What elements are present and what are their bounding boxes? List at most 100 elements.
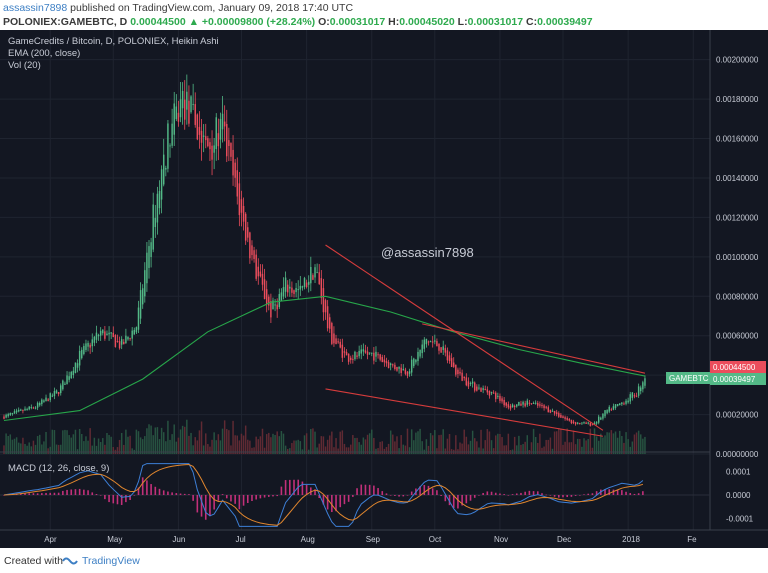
candle-body [503, 399, 505, 406]
candle-body [534, 402, 537, 404]
tradingview-link[interactable]: TradingView [82, 555, 140, 567]
volume-bar [228, 430, 230, 454]
macd-histogram-bar [621, 490, 623, 495]
volume-bar [49, 446, 51, 454]
macd-histogram-bar [217, 495, 220, 501]
volume-bar [268, 432, 270, 454]
macd-histogram-bar [608, 489, 611, 495]
volume-bar [421, 441, 423, 454]
candle-body [619, 403, 621, 406]
volume-bar [473, 438, 476, 454]
candle-body [51, 395, 54, 397]
candle-body [322, 288, 325, 313]
time-axis[interactable]: Apr May Jun Jul Aug Sep Oct Nov Dec 2018 Fe [0, 529, 768, 544]
candle-body [465, 377, 468, 386]
price-change: ▲ +0.00009800 (+28.24%) [188, 16, 316, 28]
volume-bar [602, 437, 604, 454]
volume-bar [305, 433, 308, 454]
tradingview-logo-icon[interactable] [62, 555, 78, 570]
volume-bar [337, 448, 339, 454]
macd-histogram-bar [545, 494, 547, 496]
volume-bar [396, 436, 398, 454]
legend-macd: MACD (12, 26, close, 9) [8, 463, 109, 474]
macd-histogram-bar [520, 492, 522, 495]
candle-body [480, 388, 482, 392]
candle-body [49, 393, 51, 401]
legend-title: GameCredits / Bitcoin, D, POLONIEX, Heik… [8, 36, 219, 47]
candle-body [230, 143, 232, 157]
time-tick-label: Jun [172, 535, 185, 544]
volume-bar [162, 432, 165, 454]
volume-bar [581, 446, 583, 454]
volume-bar [385, 447, 388, 454]
candle-body [207, 138, 209, 147]
volume-bar [583, 438, 585, 454]
volume-bar [236, 435, 239, 454]
candle-body [150, 242, 152, 258]
macd-histogram-bar [183, 493, 186, 495]
watermark: @assassin7898 [381, 245, 474, 260]
macd-histogram-bar [457, 495, 459, 509]
candle-body [362, 349, 365, 352]
macd-histogram-bar [541, 493, 543, 495]
volume-bar [331, 431, 333, 454]
volume-bar [345, 447, 348, 454]
macd-histogram-bar [360, 484, 363, 495]
trendlines[interactable] [325, 244, 646, 437]
candle-body [135, 327, 138, 333]
macd-histogram-bar [171, 492, 173, 495]
candle-body [131, 330, 133, 339]
macd-histogram-bar [276, 495, 278, 497]
volume-bar [543, 446, 545, 454]
price-chart[interactable]: 0.00200000 0.00180000 0.00160000 0.00140000… [0, 30, 768, 548]
candle-body [383, 359, 386, 363]
candle-body [642, 382, 644, 390]
macd-histogram-bar [528, 490, 531, 495]
macd-histogram-bar [431, 488, 434, 495]
volume-bar [513, 436, 516, 454]
volume-bar [293, 440, 295, 454]
volume-bar [597, 440, 600, 454]
volume-bar [261, 428, 264, 454]
candle-body [488, 390, 491, 396]
macd-histogram-bar [49, 492, 52, 495]
volume-bar [558, 428, 560, 454]
candle-body [583, 422, 585, 424]
volume-bar [112, 447, 115, 454]
candle-body [104, 331, 106, 339]
volume-bar [221, 428, 224, 454]
candle-body [303, 278, 306, 287]
volume-bar [303, 435, 306, 454]
macd-histogram-bar [398, 495, 400, 497]
candle-body [406, 371, 409, 376]
volume-bar [15, 437, 18, 454]
volume-bar [322, 436, 325, 454]
volume-bar [165, 441, 167, 454]
low-value: 0.00031017 [467, 16, 524, 28]
macd-histogram-bar [99, 495, 102, 496]
macd-histogram-bar [595, 491, 598, 495]
candle-body [633, 395, 636, 397]
candle-body [446, 350, 449, 361]
ema-price-tag-text: 0.00039497 [713, 375, 756, 384]
candle-body [226, 123, 228, 157]
volume-bar [534, 436, 537, 454]
volume-bar [333, 447, 335, 454]
volume-bar [392, 434, 394, 454]
author-link[interactable]: assassin7898 [3, 2, 68, 14]
candle-body [417, 351, 419, 362]
macd-histogram-bar [28, 493, 31, 495]
candle-body [507, 404, 510, 408]
candle-body [190, 96, 192, 113]
macd-histogram-bar [335, 495, 337, 512]
price-tick-label: 0.00180000 [716, 95, 759, 104]
candle-body [541, 404, 543, 406]
volume-bar [438, 435, 440, 454]
candle-body [539, 404, 541, 406]
candle-body [173, 103, 175, 135]
macd-histogram-bar [486, 491, 489, 495]
macd-histogram-bar [503, 494, 505, 495]
candle-body [268, 296, 270, 306]
volume-bar [183, 426, 186, 454]
volume-bar [104, 444, 106, 454]
